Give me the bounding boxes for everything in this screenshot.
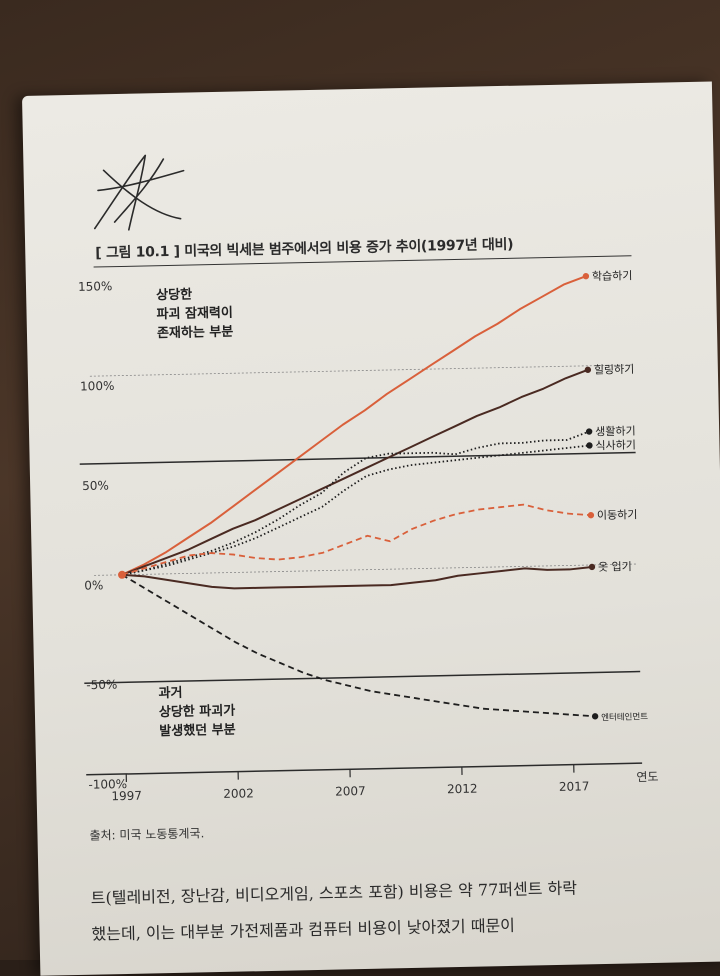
x-axis-label: 연도 (636, 770, 658, 784)
x-axis-line (86, 763, 642, 775)
series-label-1: 힐링하기 (594, 362, 635, 377)
series-line-1 (118, 370, 592, 575)
body-text-line-1: 트(텔레비전, 장난감, 비디오게임, 스포츠 포함) 비용은 약 77퍼센트 … (91, 872, 691, 909)
x-tick-label: 2007 (335, 784, 366, 799)
y-tick-label: 100% (80, 379, 115, 394)
series-label-5: 옷 입기 (598, 560, 632, 574)
series-label-4: 이동하기 (597, 507, 638, 522)
x-tick-label: 2002 (223, 786, 254, 801)
source-note: 출처: 미국 노동통계국. (89, 824, 204, 843)
lower-region-label: 발생했던 부분 (159, 722, 236, 740)
origin-marker (118, 571, 126, 579)
series-label-3: 식사하기 (595, 438, 636, 453)
series-end-marker-4 (588, 512, 595, 519)
series-line-5 (122, 565, 592, 591)
series-end-marker-0 (583, 273, 590, 280)
series-end-marker-1 (585, 367, 592, 374)
series-line-6 (122, 565, 595, 726)
body-text-line-2: 했는데, 이는 대부분 가전제품과 컴퓨터 비용이 낮아졌기 때문이 (91, 908, 691, 945)
y-tick-label: 150% (78, 279, 113, 294)
series-label-6: 엔터테인먼트 (601, 711, 648, 723)
x-tick-label: 1997 (111, 789, 142, 804)
series-label-2: 생활하기 (595, 424, 636, 439)
x-tick-label: 2012 (447, 782, 478, 797)
book-page: [ 그림 10.1 ] 미국의 빅세븐 범주에서의 비용 증가 추이(1997년… (22, 82, 720, 976)
upper-region-label: 파괴 잠재력이 (156, 305, 233, 323)
series-label-0: 학습하기 (592, 268, 633, 283)
y-tick-label: 0% (84, 578, 103, 592)
threshold-line (84, 672, 640, 684)
lower-region-label: 상당한 파괴가 (159, 703, 236, 721)
y-gridline-100 (90, 365, 634, 376)
series-line-4 (121, 503, 592, 575)
x-tick-label: 2017 (559, 779, 590, 794)
series-end-marker-2 (586, 428, 593, 435)
y-tick-label: 50% (82, 478, 109, 493)
series-end-marker-6 (592, 713, 599, 720)
upper-region-label: 존재하는 부분 (157, 324, 234, 342)
upper-region-label: 상당한 (156, 286, 192, 303)
lower-region-label: 과거 (158, 686, 182, 701)
series-line-2 (119, 431, 592, 574)
series-end-marker-3 (586, 442, 593, 449)
y-tick-label: -50% (86, 678, 117, 693)
